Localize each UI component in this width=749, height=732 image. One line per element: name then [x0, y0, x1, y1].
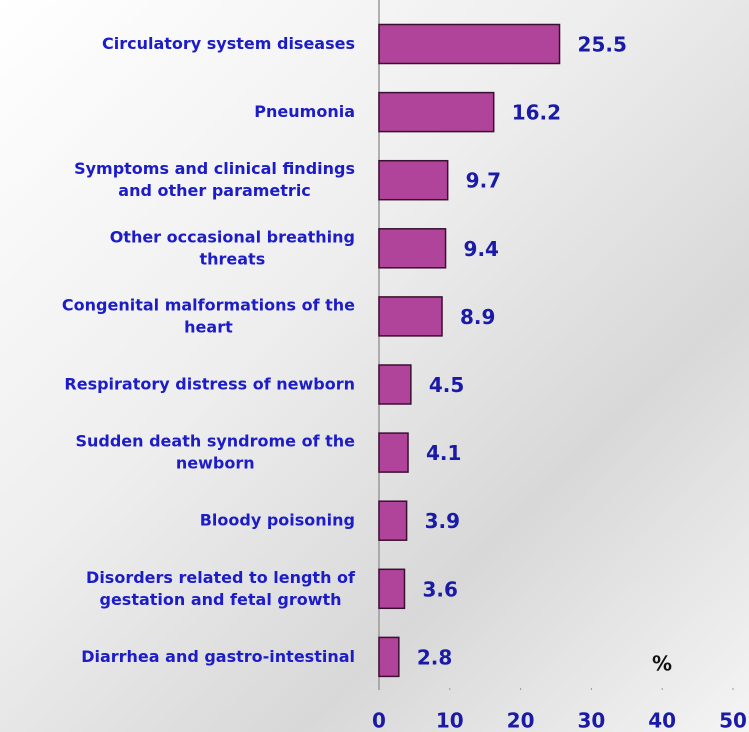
- bar: [379, 93, 494, 132]
- value-label: 2.8: [417, 645, 452, 669]
- value-label: 9.7: [466, 169, 501, 193]
- background: [0, 0, 749, 732]
- page: % 0 10 20 30 40 50 Circulatory system diseases…: [0, 0, 749, 732]
- bar: [379, 161, 448, 200]
- x-tick-label: 10: [436, 709, 464, 732]
- value-label: 8.9: [460, 305, 495, 329]
- category-label: Pneumonia: [254, 102, 355, 121]
- category-line: threats: [199, 249, 265, 268]
- value-label: 25.5: [578, 33, 627, 57]
- category-line: Symptoms and clinical findings: [74, 159, 355, 178]
- category-line: and other parametric: [118, 181, 311, 200]
- bar: [379, 229, 446, 268]
- value-label: 4.5: [429, 373, 464, 397]
- category-label: Circulatory system diseases: [102, 34, 355, 53]
- category-line: Bloody poisoning: [200, 510, 355, 529]
- category-line: Other occasional breathing: [110, 227, 355, 246]
- category-label: Respiratory distress of newborn: [64, 374, 355, 393]
- value-label: 3.6: [422, 577, 457, 601]
- chart: % 0 10 20 30 40 50 Circulatory system diseases…: [0, 0, 749, 732]
- bar: [379, 637, 399, 676]
- category-line: heart: [184, 317, 233, 336]
- x-tick-label: 40: [648, 709, 676, 732]
- bar: [379, 501, 407, 540]
- value-label: 9.4: [464, 237, 499, 261]
- x-tick-label: 20: [507, 709, 535, 732]
- value-label: 3.9: [425, 509, 460, 533]
- category-line: Disorders related to length of: [86, 567, 356, 586]
- category-line: newborn: [176, 453, 255, 472]
- category-label: Diarrhea and gastro-intestinal: [81, 646, 355, 665]
- category-line: Congenital malformations of the: [62, 295, 355, 314]
- bar: [379, 569, 404, 608]
- x-tick-label: 50: [719, 709, 747, 732]
- bar: [379, 365, 411, 404]
- category-line: Respiratory distress of newborn: [64, 374, 355, 393]
- category-line: Circulatory system diseases: [102, 34, 355, 53]
- category-line: Pneumonia: [254, 102, 355, 121]
- bar: [379, 25, 560, 64]
- category-label: Bloody poisoning: [200, 510, 355, 529]
- category-line: Sudden death syndrome of the: [75, 431, 355, 450]
- category-line: gestation and fetal growth: [99, 589, 341, 608]
- value-label: 16.2: [512, 101, 561, 125]
- x-tick-label: 0: [372, 709, 386, 732]
- value-label: 4.1: [426, 441, 461, 465]
- bar: [379, 297, 442, 336]
- category-line: Diarrhea and gastro-intestinal: [81, 646, 355, 665]
- bar: [379, 433, 408, 472]
- x-axis-label: %: [652, 652, 672, 676]
- x-tick-label: 30: [577, 709, 605, 732]
